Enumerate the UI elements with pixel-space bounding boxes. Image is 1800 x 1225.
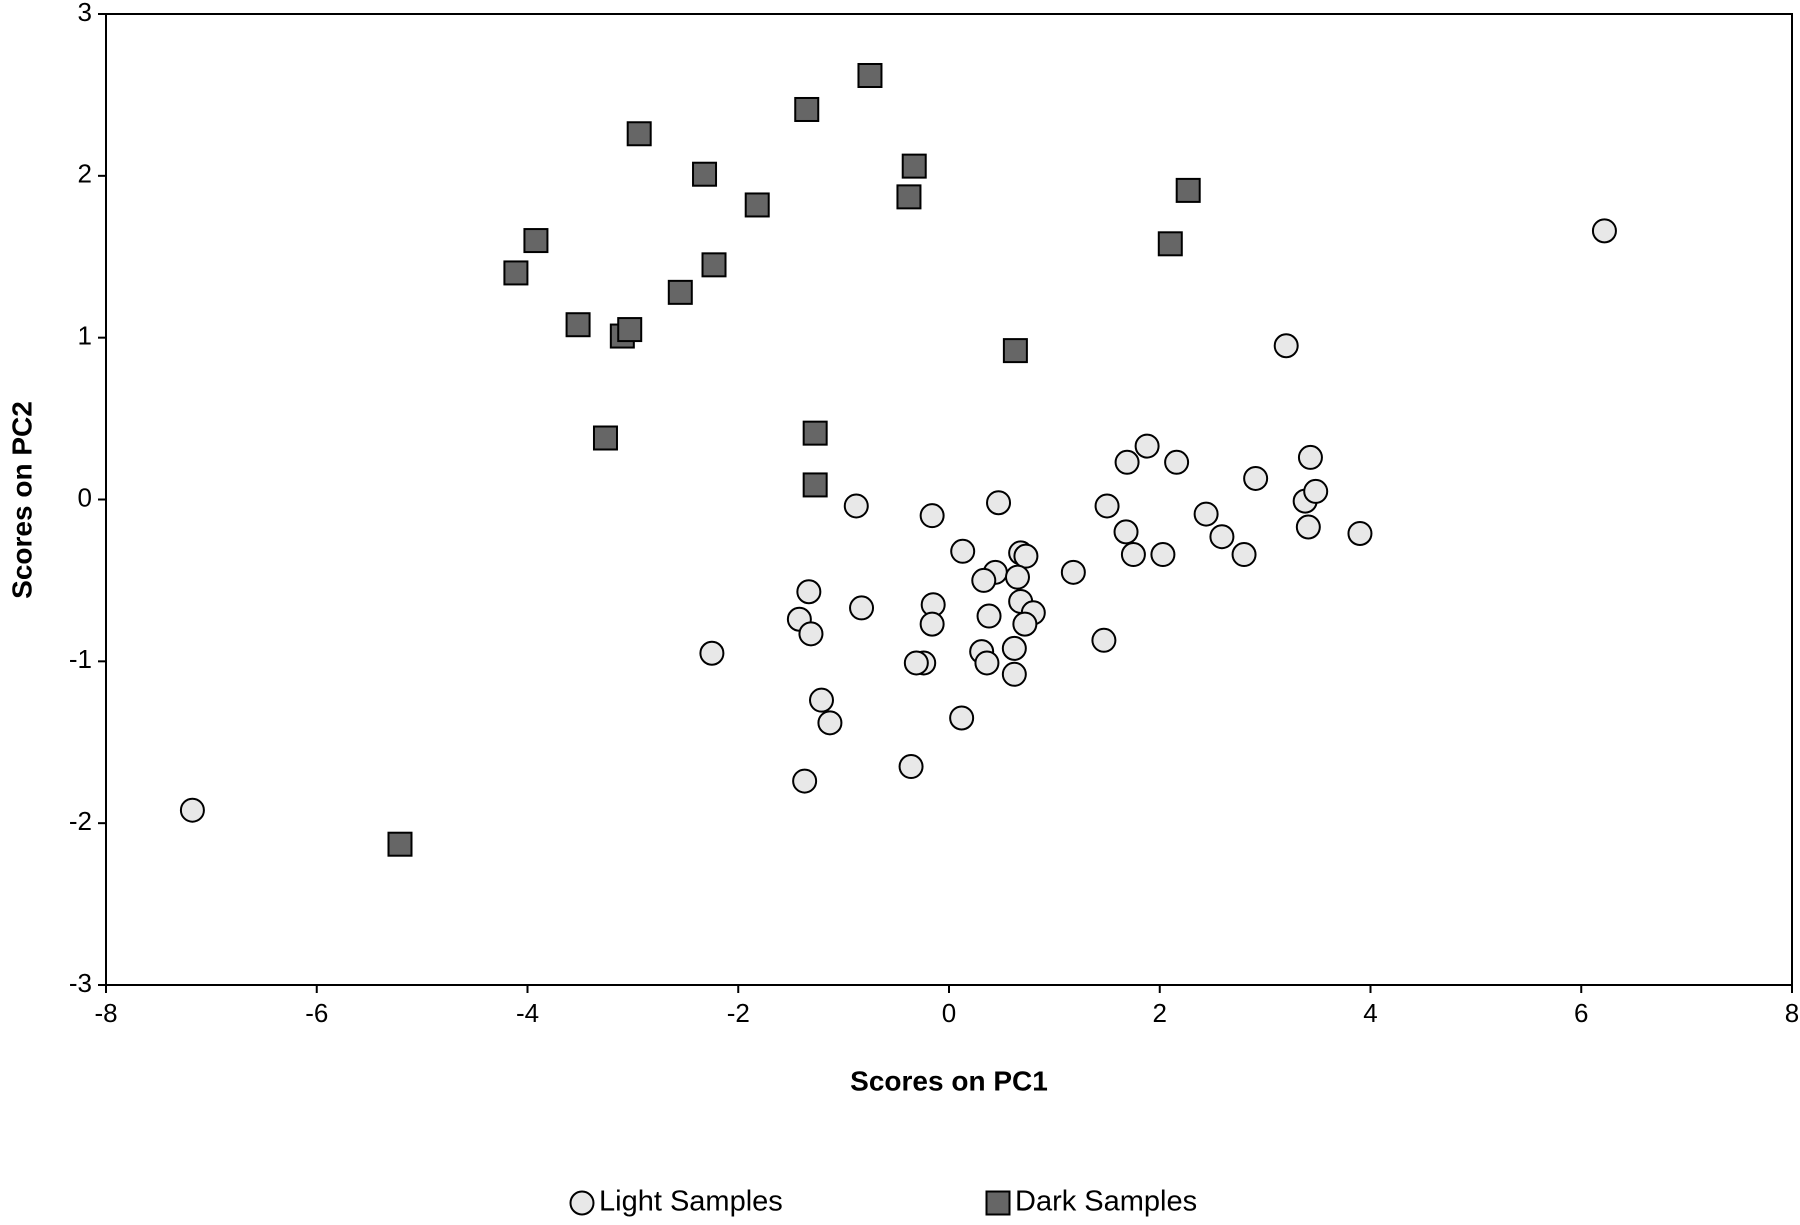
x-tick-label: -2 bbox=[727, 998, 750, 1028]
point bbox=[950, 538, 976, 564]
point bbox=[919, 503, 945, 529]
point bbox=[798, 621, 824, 647]
point bbox=[1231, 542, 1257, 568]
legend-marker bbox=[569, 1190, 595, 1216]
point bbox=[1091, 627, 1117, 653]
y-tick-label: 0 bbox=[78, 482, 92, 512]
point bbox=[1297, 444, 1323, 470]
point bbox=[1001, 635, 1027, 661]
point bbox=[626, 121, 652, 147]
point bbox=[1094, 493, 1120, 519]
y-tick-label: -1 bbox=[69, 644, 92, 674]
point bbox=[1150, 542, 1176, 568]
x-axis-title: Scores on PC1 bbox=[850, 1065, 1048, 1096]
legend-label: Dark Samples bbox=[1015, 1186, 1197, 1218]
point bbox=[971, 567, 997, 593]
point bbox=[699, 640, 725, 666]
point bbox=[919, 611, 945, 637]
point bbox=[1001, 661, 1027, 687]
point bbox=[1175, 177, 1201, 203]
point bbox=[794, 96, 820, 122]
y-tick-label: 2 bbox=[78, 159, 92, 189]
plot-frame bbox=[105, 13, 1793, 986]
point bbox=[565, 312, 591, 338]
point bbox=[692, 161, 718, 187]
point bbox=[1004, 564, 1030, 590]
point bbox=[617, 317, 643, 343]
y-axis-title: Scores on PC2 bbox=[6, 401, 37, 599]
point bbox=[1303, 478, 1329, 504]
point bbox=[903, 650, 929, 676]
point bbox=[1591, 218, 1617, 244]
point bbox=[701, 252, 727, 278]
y-tick-label: -2 bbox=[69, 806, 92, 836]
x-tick-label: -8 bbox=[94, 998, 117, 1028]
point bbox=[744, 192, 770, 218]
point bbox=[802, 420, 828, 446]
point bbox=[802, 472, 828, 498]
point bbox=[896, 184, 922, 210]
x-tick-label: -6 bbox=[305, 998, 328, 1028]
point bbox=[843, 493, 869, 519]
point bbox=[1273, 333, 1299, 359]
x-tick-label: 2 bbox=[1153, 998, 1167, 1028]
x-tick-label: 6 bbox=[1574, 998, 1588, 1028]
x-tick-label: 8 bbox=[1785, 998, 1799, 1028]
point bbox=[974, 650, 1000, 676]
point bbox=[1113, 519, 1139, 545]
point bbox=[849, 595, 875, 621]
point bbox=[667, 279, 693, 305]
point bbox=[949, 705, 975, 731]
x-tick-label: 0 bbox=[942, 998, 956, 1028]
point bbox=[1013, 543, 1039, 569]
x-tick-label: -4 bbox=[516, 998, 539, 1028]
point bbox=[1347, 520, 1373, 546]
point bbox=[1060, 559, 1086, 585]
point bbox=[857, 62, 883, 88]
legend-label: Light Samples bbox=[599, 1186, 783, 1218]
point bbox=[1157, 231, 1183, 257]
point bbox=[986, 490, 1012, 516]
legend-marker bbox=[985, 1190, 1011, 1216]
y-tick-label: -3 bbox=[69, 968, 92, 998]
point bbox=[898, 754, 924, 780]
point bbox=[387, 831, 413, 857]
point bbox=[796, 579, 822, 605]
point bbox=[179, 797, 205, 823]
point bbox=[1120, 542, 1146, 568]
point bbox=[1002, 338, 1028, 364]
point bbox=[1209, 524, 1235, 550]
point bbox=[808, 687, 834, 713]
point bbox=[1193, 501, 1219, 527]
point bbox=[592, 425, 618, 451]
point bbox=[1295, 514, 1321, 540]
point bbox=[1012, 611, 1038, 637]
y-tick-label: 3 bbox=[78, 0, 92, 27]
point bbox=[1134, 433, 1160, 459]
point bbox=[1114, 449, 1140, 475]
point bbox=[817, 710, 843, 736]
point bbox=[523, 228, 549, 254]
point bbox=[792, 768, 818, 794]
point bbox=[1243, 465, 1269, 491]
x-tick-label: 4 bbox=[1363, 998, 1377, 1028]
point bbox=[503, 260, 529, 286]
point bbox=[901, 153, 927, 179]
y-tick-label: 1 bbox=[78, 321, 92, 351]
point bbox=[976, 603, 1002, 629]
point bbox=[1164, 449, 1190, 475]
